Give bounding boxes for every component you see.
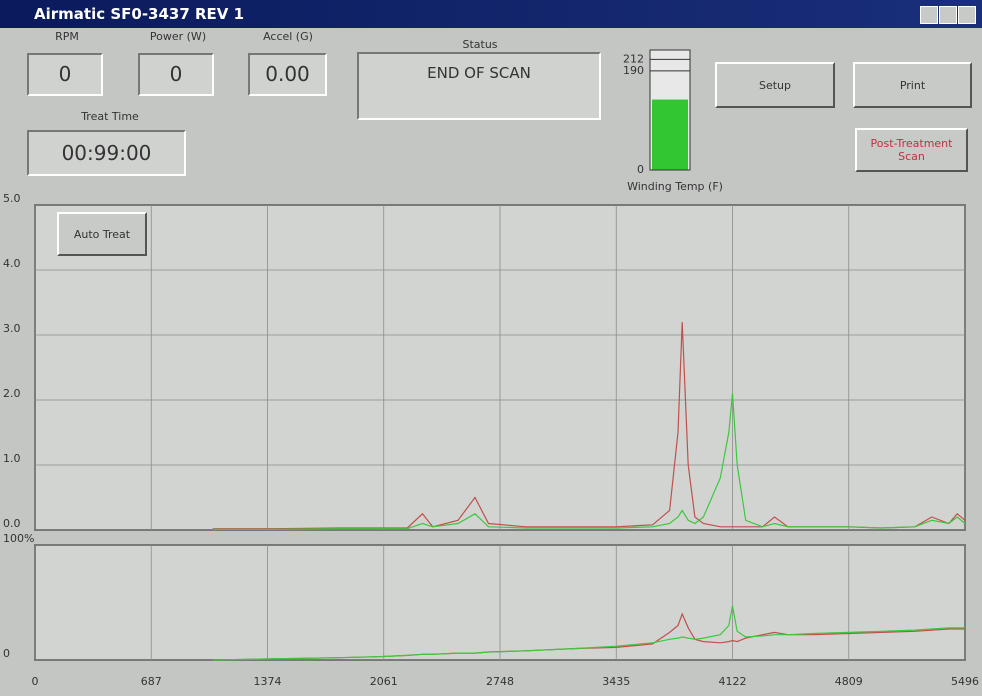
gauge-tick-label: 0 xyxy=(637,163,644,176)
x-tick-label: 4122 xyxy=(719,675,747,688)
y-tick-label: 2.0 xyxy=(3,387,21,400)
post-treatment-scan-button[interactable]: Post-Treatment Scan xyxy=(855,128,968,172)
treat-time-value: 00:99:00 xyxy=(27,130,186,176)
status-value: END OF SCAN xyxy=(357,52,601,120)
x-tick-label: 2748 xyxy=(486,675,514,688)
setup-button[interactable]: Setup xyxy=(715,62,835,108)
gauge-tick-label: 212 xyxy=(623,52,644,65)
y-tick-label: 1.0 xyxy=(3,452,21,465)
x-tick-label: 4809 xyxy=(835,675,863,688)
rpm-value: 0 xyxy=(27,53,103,96)
app-window: Airmatic SF0-3437 REV 1 01902120.01.02.0… xyxy=(0,0,982,696)
gauge-tick-label: 190 xyxy=(623,64,644,77)
auto-treat-button[interactable]: Auto Treat xyxy=(57,212,147,256)
x-tick-label: 0 xyxy=(32,675,39,688)
y-tick-label: 100% xyxy=(3,532,34,545)
accel-label: Accel (G) xyxy=(248,30,328,43)
x-tick-label: 3435 xyxy=(602,675,630,688)
treat-time-label: Treat Time xyxy=(60,110,160,123)
y-tick-label: 0.0 xyxy=(3,517,21,530)
y-tick-label: 5.0 xyxy=(3,192,21,205)
x-tick-label: 5496 xyxy=(951,675,979,688)
gauge-fill xyxy=(652,100,688,170)
x-tick-label: 1374 xyxy=(254,675,282,688)
gauge-label: Winding Temp (F) xyxy=(610,180,740,193)
y-tick-label: 0 xyxy=(3,647,10,660)
rpm-label: RPM xyxy=(27,30,107,43)
y-tick-label: 3.0 xyxy=(3,322,21,335)
power-value: 0 xyxy=(138,53,214,96)
accel-value: 0.00 xyxy=(248,53,327,96)
x-tick-label: 687 xyxy=(141,675,162,688)
print-button[interactable]: Print xyxy=(853,62,972,108)
x-tick-label: 2061 xyxy=(370,675,398,688)
y-tick-label: 4.0 xyxy=(3,257,21,270)
status-label: Status xyxy=(440,38,520,51)
power-label: Power (W) xyxy=(138,30,218,43)
